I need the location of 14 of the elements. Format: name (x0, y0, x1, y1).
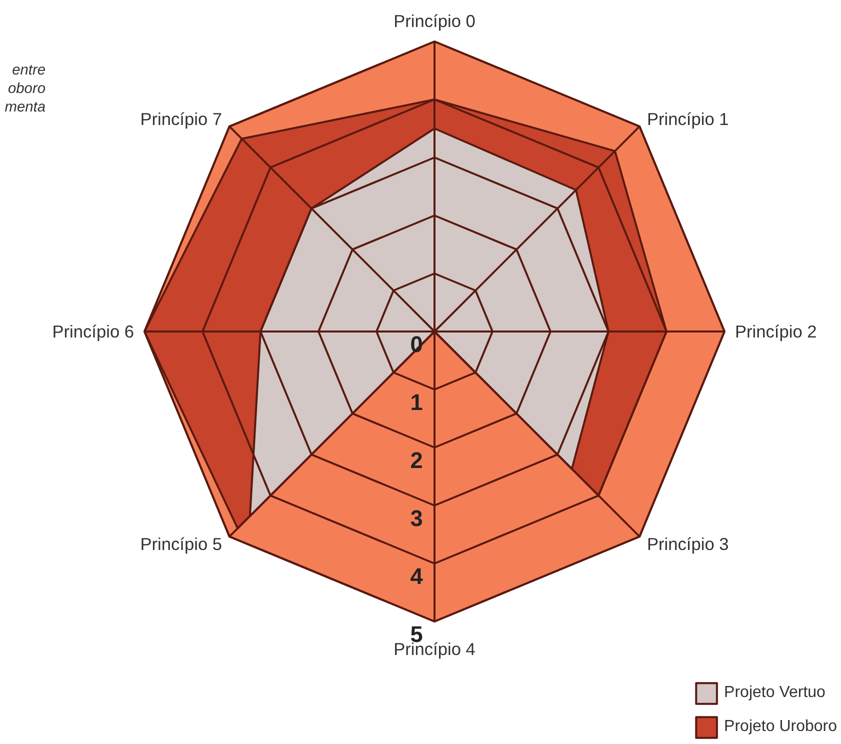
spoke-label: Princípio 1 (646, 109, 729, 130)
spoke-label: Princípio 3 (646, 534, 729, 554)
spoke-label: Princípio 0 (394, 11, 476, 32)
y-tick-label: 1 (410, 389, 423, 416)
legend-label: Projeto Vertuo (724, 684, 826, 702)
y-tick-label: 4 (410, 563, 424, 590)
spoke-label: Princípio 5 (140, 534, 222, 554)
y-tick-label: 3 (410, 505, 423, 532)
spoke-label: Princípio 6 (52, 322, 134, 342)
spoke-label: Princípio 2 (734, 322, 817, 342)
text: entre oboro menta (4, 62, 46, 116)
spoke-label: Princípio 7 (140, 109, 222, 130)
y-tick-label: 2 (410, 447, 423, 474)
legend-label: Projeto Uroboro (724, 718, 837, 736)
